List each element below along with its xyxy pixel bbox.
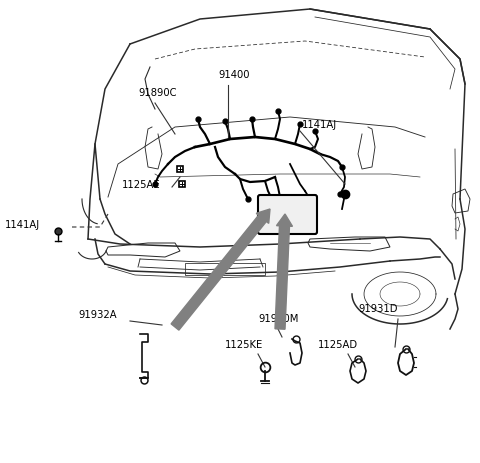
FancyArrow shape	[171, 210, 270, 331]
FancyBboxPatch shape	[258, 195, 317, 234]
Text: 1125AE: 1125AE	[122, 180, 161, 189]
FancyArrow shape	[275, 214, 292, 330]
Text: 1141AJ: 1141AJ	[5, 219, 40, 230]
Text: 1125AD: 1125AD	[318, 339, 358, 349]
Text: 1125KE: 1125KE	[225, 339, 263, 349]
Bar	[185, 263, 265, 275]
Text: 91990M: 91990M	[258, 313, 299, 323]
Text: 91400: 91400	[218, 70, 250, 80]
Text: 91931D: 91931D	[358, 303, 397, 313]
Text: 91890C: 91890C	[138, 88, 177, 98]
Text: 1141AJ: 1141AJ	[302, 120, 337, 130]
Text: 91932A: 91932A	[78, 309, 117, 319]
